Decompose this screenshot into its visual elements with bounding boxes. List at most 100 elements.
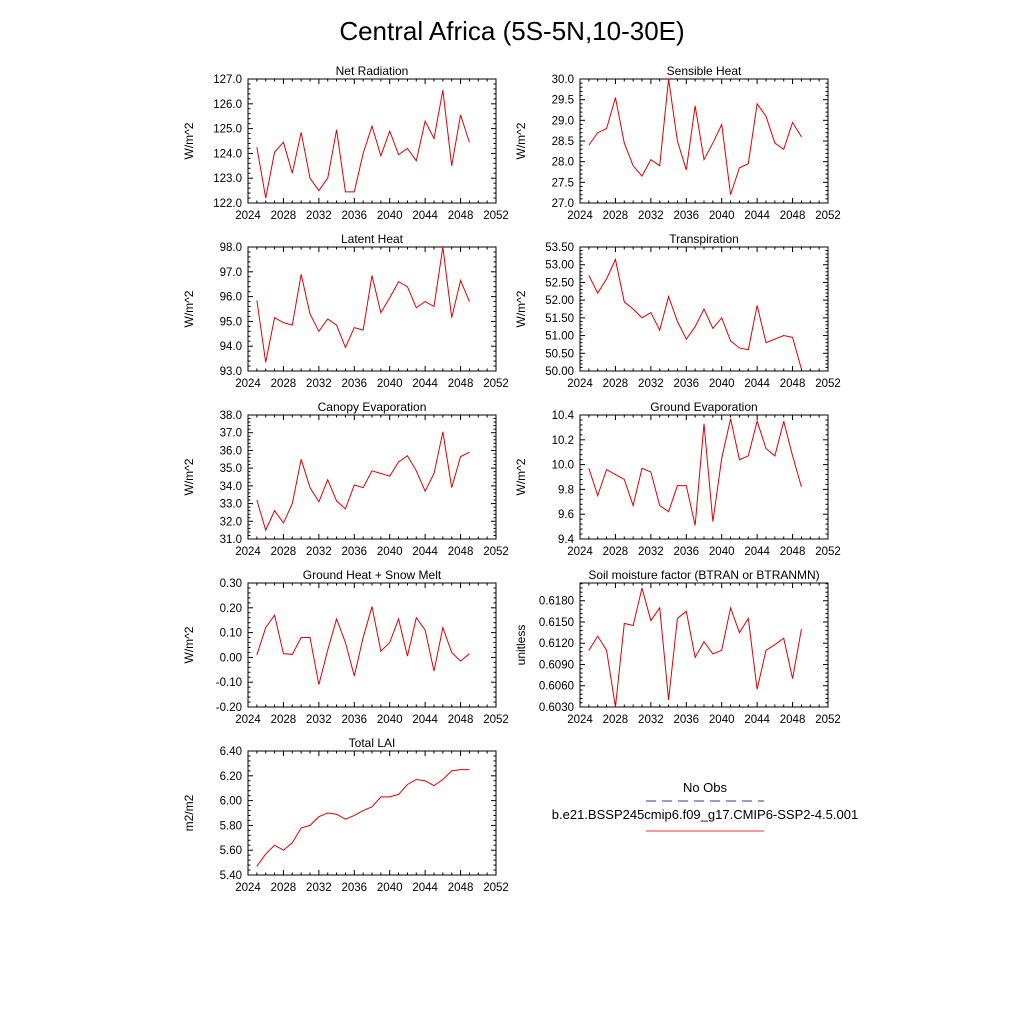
x-tick-label: 2040 <box>709 714 735 726</box>
x-tick-label: 2028 <box>271 546 297 558</box>
x-tick-label: 2040 <box>377 378 403 390</box>
y-tick-label: 50.00 <box>545 366 574 378</box>
y-tick-label: 97.0 <box>220 267 242 279</box>
y-tick-label: 30.0 <box>552 74 574 86</box>
x-tick-label: 2028 <box>271 882 297 894</box>
y-tick-label: 0.30 <box>220 578 242 590</box>
x-tick-label: 2032 <box>638 210 664 222</box>
x-tick-label: 2036 <box>341 714 367 726</box>
x-tick-label: 2048 <box>780 714 806 726</box>
x-tick-label: 2048 <box>448 882 474 894</box>
x-tick-label: 2044 <box>412 210 438 222</box>
x-tick-label: 2028 <box>271 210 297 222</box>
y-tick-label: 9.4 <box>558 534 575 546</box>
series-line <box>588 418 802 526</box>
y-tick-label: 27.0 <box>552 198 574 210</box>
x-tick-label: 2048 <box>780 210 806 222</box>
panel-title: Net Radiation <box>336 64 409 78</box>
y-axis-label: W/m^2 <box>182 290 196 327</box>
y-tick-label: 31.0 <box>220 534 242 546</box>
x-tick-label: 2040 <box>709 546 735 558</box>
y-tick-label: 52.00 <box>545 295 574 307</box>
y-tick-label: 53.00 <box>545 260 574 272</box>
y-axis-label: W/m^2 <box>182 458 196 495</box>
x-tick-label: 2044 <box>744 546 770 558</box>
y-tick-label: 5.60 <box>220 845 242 857</box>
x-tick-label: 2052 <box>815 714 841 726</box>
y-tick-label: 0.20 <box>220 603 242 615</box>
x-tick-label: 2024 <box>567 546 593 558</box>
panel-9: Total LAI m2/m2 2024 2028 2032 2036 2040 2044 20… <box>182 736 509 894</box>
x-tick-label: 2024 <box>235 882 261 894</box>
y-tick-label: 95.0 <box>220 316 242 328</box>
x-tick-label: 2044 <box>412 882 438 894</box>
x-tick-label: 2044 <box>412 714 438 726</box>
panel-title: Sensible Heat <box>667 64 742 78</box>
x-tick-label: 2036 <box>673 546 699 558</box>
x-tick-label: 2024 <box>235 210 261 222</box>
y-tick-label: 10.4 <box>552 410 575 422</box>
y-tick-label: 10.2 <box>552 435 574 447</box>
x-tick-label: 2044 <box>744 714 770 726</box>
x-tick-label: 2052 <box>815 378 841 390</box>
series-line <box>588 587 802 708</box>
panel-2: Sensible Heat W/m^2 2024 2028 2032 2036 2040 20… <box>514 64 841 222</box>
panel-title: Ground Heat + Snow Melt <box>303 568 442 582</box>
y-tick-label: 35.0 <box>220 463 242 475</box>
series-line <box>256 606 470 685</box>
y-tick-label: 0.6090 <box>539 659 574 671</box>
y-tick-label: 29.0 <box>552 115 574 127</box>
x-tick-label: 2052 <box>483 546 509 558</box>
y-axis-label: W/m^2 <box>514 290 528 327</box>
x-tick-label: 2044 <box>744 378 770 390</box>
y-tick-label: 9.6 <box>558 509 574 521</box>
y-tick-label: 5.40 <box>220 870 242 882</box>
y-tick-label: 0.6030 <box>539 702 574 714</box>
y-tick-label: 32.0 <box>220 516 242 528</box>
series-line <box>588 257 802 370</box>
x-tick-label: 2032 <box>306 378 332 390</box>
x-tick-label: 2032 <box>306 210 332 222</box>
y-tick-label: 28.5 <box>552 136 574 148</box>
x-tick-label: 2048 <box>780 378 806 390</box>
x-tick-label: 2036 <box>341 882 367 894</box>
y-tick-label: 37.0 <box>220 428 242 440</box>
panel-title: Latent Heat <box>341 232 404 246</box>
x-tick-label: 2040 <box>377 546 403 558</box>
y-tick-label: 94.0 <box>220 341 242 353</box>
legend: No Obs b.e21.BSSP245cmip6.f09_g17.CMIP6-… <box>552 780 858 832</box>
y-tick-label: 126.0 <box>213 99 242 111</box>
x-tick-label: 2040 <box>709 210 735 222</box>
x-tick-label: 2024 <box>567 714 593 726</box>
series-line <box>256 431 470 532</box>
y-tick-label: 122.0 <box>213 198 242 210</box>
y-tick-label: 124.0 <box>213 148 242 160</box>
x-tick-label: 2028 <box>603 210 629 222</box>
y-tick-label: 29.5 <box>552 95 574 107</box>
x-tick-label: 2024 <box>235 546 261 558</box>
panel-5: Canopy Evaporation W/m^2 2024 2028 2032 2036 2… <box>182 400 509 558</box>
x-tick-label: 2028 <box>603 714 629 726</box>
panel-3: Latent Heat W/m^2 2024 2028 2032 2036 2040 2044… <box>182 232 509 390</box>
series-line <box>256 90 470 199</box>
x-tick-label: 2024 <box>567 378 593 390</box>
panel-6: Ground Evaporation W/m^2 2024 2028 2032 2036 2… <box>514 400 841 558</box>
panel-title: Transpiration <box>669 232 739 246</box>
x-tick-label: 2032 <box>306 882 332 894</box>
y-tick-label: 93.0 <box>220 366 242 378</box>
x-tick-label: 2052 <box>815 546 841 558</box>
y-tick-label: 123.0 <box>213 173 242 185</box>
panel-title: Ground Evaporation <box>650 400 757 414</box>
x-tick-label: 2032 <box>306 714 332 726</box>
y-tick-label: 51.00 <box>545 331 574 343</box>
x-tick-label: 2052 <box>483 210 509 222</box>
x-tick-label: 2036 <box>673 378 699 390</box>
x-tick-label: 2032 <box>638 714 664 726</box>
x-tick-label: 2052 <box>815 210 841 222</box>
y-tick-label: 96.0 <box>220 292 242 304</box>
x-tick-label: 2048 <box>448 714 474 726</box>
panel-title: Soil moisture factor (BTRAN or BTRANMN) <box>588 568 819 582</box>
y-tick-label: 9.8 <box>558 484 574 496</box>
